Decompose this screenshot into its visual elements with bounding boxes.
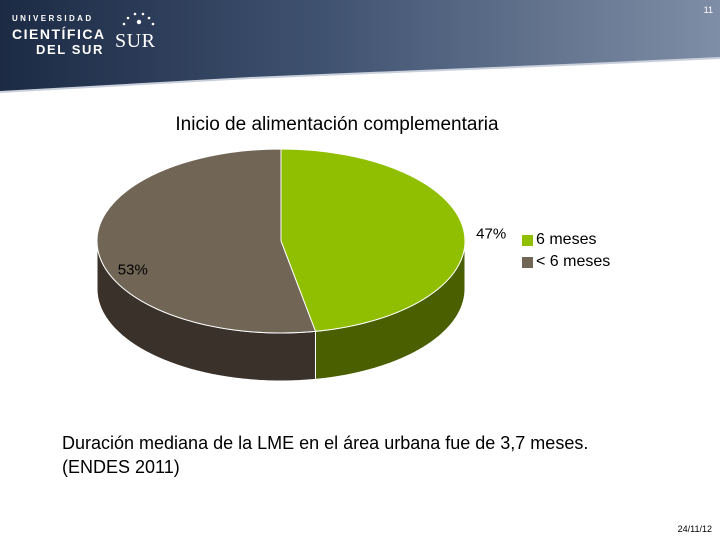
legend-swatch-menos-6-meses <box>522 256 533 268</box>
logo-text-line1: UNIVERSIDAD <box>12 14 94 23</box>
data-label-0: 47% <box>476 225 506 242</box>
stars-icon <box>122 12 155 26</box>
label-layer: 47% 53% <box>118 225 506 278</box>
logo-text-line3: DEL SUR <box>36 42 105 57</box>
pie-slice-1 <box>96 148 317 334</box>
university-logo: UNIVERSIDAD CIENTÍFICA DEL SUR SUR <box>12 10 162 57</box>
logo-text-line2: CIENTÍFICA <box>12 26 106 42</box>
header-banner: UNIVERSIDAD CIENTÍFICA DEL SUR SUR 11 <box>0 0 720 95</box>
pie-layer <box>96 148 466 382</box>
data-label-1: 53% <box>118 262 148 279</box>
slide-number: 11 <box>703 5 713 15</box>
caption-line2: (ENDES 2011) <box>62 457 180 477</box>
logo-mark: SUR <box>115 30 156 52</box>
caption-line1: Duración mediana de la LME en el área ur… <box>62 433 589 453</box>
header-background <box>0 0 720 93</box>
caption: Duración mediana de la LME en el área ur… <box>62 431 702 479</box>
pie-slice-0 <box>280 148 466 332</box>
footer-date: 24/11/12 <box>677 524 712 534</box>
legend-label-menos-6-meses: < 6 meses <box>536 253 611 270</box>
legend-item-menos-6-meses: < 6 meses <box>522 251 610 273</box>
chart-title: Inicio de alimentación complementaria <box>175 114 499 135</box>
legend-swatch-6-meses <box>522 234 533 246</box>
chart-legend: 6 meses < 6 meses <box>522 229 610 273</box>
legend-label-6-meses: 6 meses <box>536 231 597 248</box>
legend-item-6-meses: 6 meses <box>522 229 610 251</box>
